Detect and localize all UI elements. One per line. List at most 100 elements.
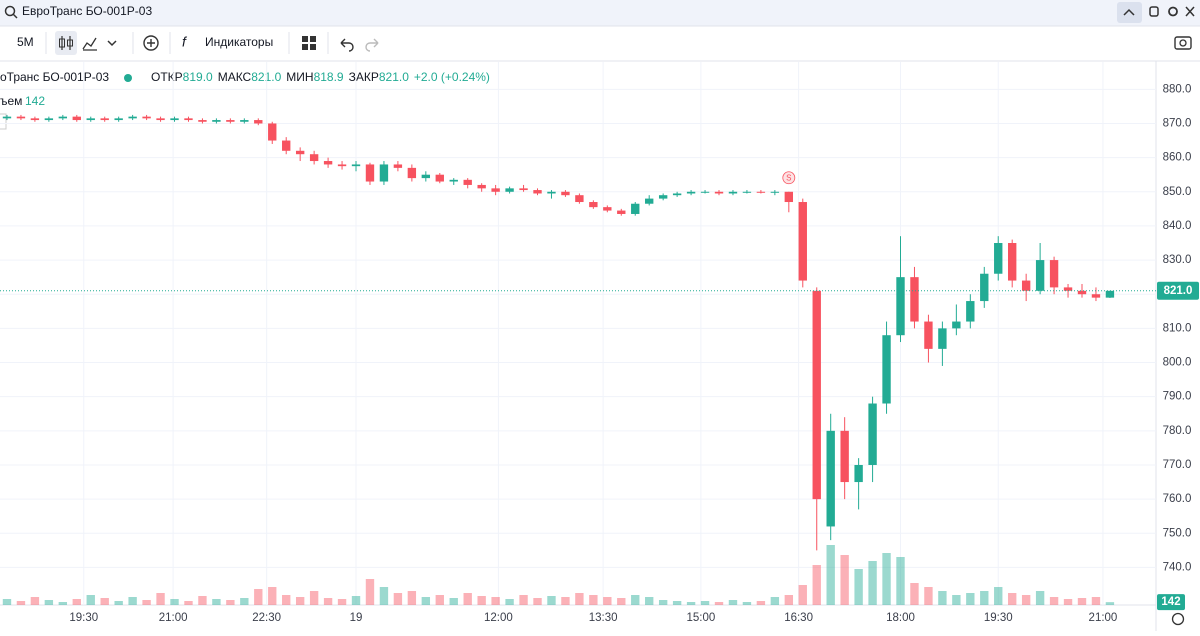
search-icon — [4, 5, 16, 17]
last-price-tag — [1157, 281, 1199, 300]
candle-body — [1063, 287, 1073, 291]
volume-bar — [1035, 591, 1045, 605]
area-button[interactable] — [82, 37, 97, 51]
volume-bar — [1077, 598, 1087, 605]
candle-body — [854, 464, 863, 483]
candle-body — [435, 174, 444, 182]
volume-bar — [1105, 602, 1115, 605]
volume-bar — [30, 597, 40, 605]
y-tick-label: 800.0 — [1163, 357, 1192, 369]
candle-body — [1035, 260, 1045, 291]
chart-type-dropdown[interactable] — [107, 40, 117, 47]
y-tick-label: 780.0 — [1163, 425, 1192, 437]
candle-body — [1105, 290, 1115, 298]
volume-bar — [645, 597, 654, 605]
candle-body — [2, 116, 12, 119]
volume-bar — [1021, 595, 1031, 605]
volume-bar — [770, 597, 780, 605]
volume-bar — [714, 602, 724, 605]
candle-body — [184, 118, 193, 121]
volume-bar — [603, 597, 612, 605]
candle-body — [44, 118, 54, 121]
candle-body — [882, 335, 891, 404]
candle-body — [128, 116, 137, 119]
candle-body — [533, 190, 542, 194]
search-bar — [0, 0, 1200, 26]
candle-body — [1008, 243, 1017, 281]
window-button[interactable] — [1149, 6, 1159, 17]
legend-close-label: ЗАКР — [349, 70, 379, 84]
volume-bar — [449, 598, 458, 605]
volume-bar — [700, 601, 710, 605]
y-tick-label: 880.0 — [1163, 83, 1192, 95]
volume-bar — [226, 600, 235, 605]
collapse-button[interactable] — [1117, 2, 1142, 23]
candle-body — [952, 321, 961, 329]
screenshot-button[interactable] — [1174, 36, 1192, 50]
volume-bar — [980, 591, 989, 605]
volume-bar — [784, 595, 794, 605]
candle-body — [351, 164, 361, 167]
candle-body — [547, 191, 556, 194]
candles-button[interactable] — [55, 31, 77, 55]
candle-body — [561, 191, 570, 196]
undo-button[interactable] — [340, 38, 354, 52]
candle-body — [16, 116, 26, 119]
compare-button[interactable] — [143, 35, 159, 51]
axis-settings[interactable] — [1171, 612, 1185, 626]
candle-body — [798, 202, 807, 281]
legend-symbol: оТранс БО-001Р-03 — [0, 70, 109, 84]
candle-body — [407, 167, 417, 179]
collapse-pane[interactable] — [0, 113, 7, 130]
candle-body — [156, 118, 165, 121]
candle-body — [198, 120, 207, 122]
volume-bar — [72, 599, 81, 605]
last-price-label: 821.0 — [1164, 285, 1193, 297]
layout-button[interactable] — [302, 36, 316, 50]
candle-body — [840, 430, 849, 483]
candle-body — [812, 290, 821, 500]
volume-bar — [547, 596, 556, 605]
candle-body — [323, 161, 333, 165]
volume-bar — [1008, 593, 1017, 605]
candle-body — [603, 207, 612, 211]
volume-bar — [896, 557, 905, 605]
y-tick-label: 830.0 — [1163, 254, 1192, 266]
redo-button[interactable] — [365, 38, 379, 52]
volume-bar — [1049, 597, 1059, 605]
y-tick-label: 860.0 — [1163, 152, 1192, 164]
candle-body — [100, 118, 109, 121]
volume-bar — [561, 597, 570, 605]
candle-body — [617, 210, 626, 214]
search-text[interactable]: ЕвроТранс БО-001Р-03 — [22, 4, 152, 18]
volume-bar — [742, 602, 752, 605]
settings-button[interactable] — [1168, 6, 1178, 17]
candle-body — [379, 164, 389, 182]
volume-bar — [589, 595, 598, 605]
close-button[interactable] — [1185, 6, 1195, 17]
volume-bar — [435, 595, 444, 605]
signal-marker — [782, 171, 796, 185]
search-icon-handle — [12, 13, 18, 19]
volume-bar — [16, 601, 26, 605]
candle-body — [631, 203, 640, 214]
volume-legend-label: ъем — [0, 94, 22, 108]
volume-bar — [407, 591, 417, 605]
candle-body — [672, 193, 682, 196]
candle-body — [700, 191, 710, 193]
volume-bar — [282, 595, 291, 605]
volume-bar — [44, 600, 54, 605]
candle-body — [1077, 290, 1087, 295]
x-tick-label: 19 — [350, 612, 363, 624]
volume-bar — [868, 561, 877, 605]
x-tick-label: 15:00 — [686, 612, 715, 624]
volume-bar — [658, 600, 668, 605]
candle-body — [30, 118, 40, 121]
volume-bar — [826, 545, 835, 605]
legend-open-label: ОТКР — [151, 70, 183, 84]
interval-button[interactable]: 5M — [17, 35, 34, 49]
indicators-button[interactable]: Индикаторы — [205, 35, 273, 49]
candles-icon — [61, 36, 71, 50]
